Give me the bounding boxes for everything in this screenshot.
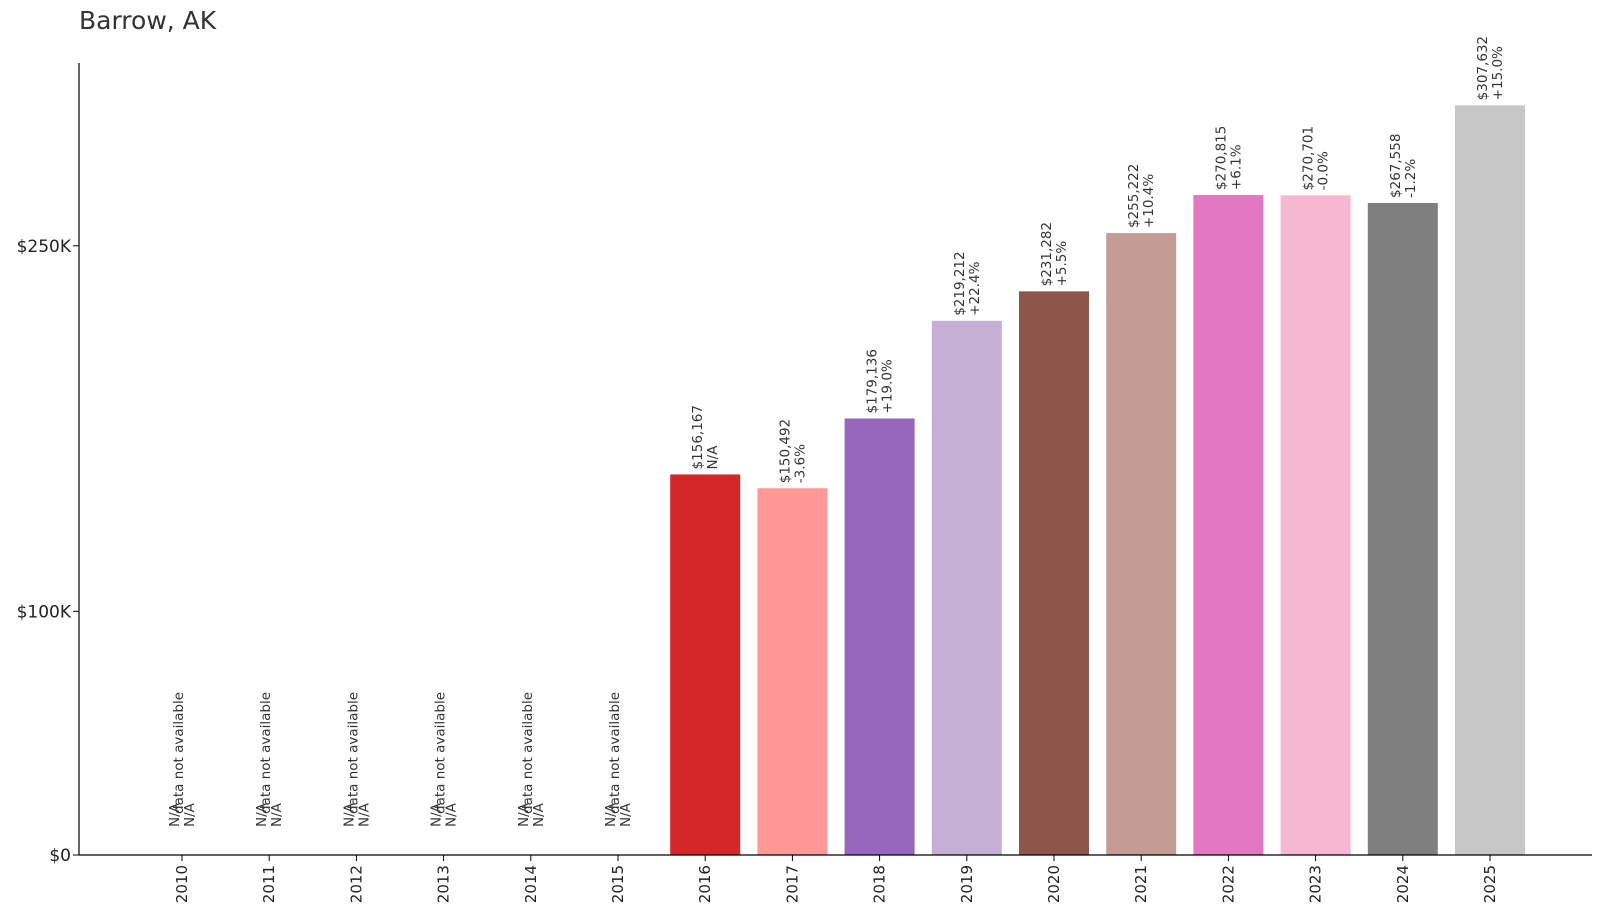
data-label-change: N/A [182, 802, 198, 827]
data-label-change: +22.4% [967, 261, 983, 315]
x-tick-label: 2025 [1481, 865, 1499, 903]
x-tick-label: 2010 [173, 865, 191, 903]
bar-2016 [670, 474, 741, 855]
x-tick-label: 2016 [696, 865, 714, 903]
data-label-missing: data not available [171, 692, 187, 814]
data-label-change: -1.2% [1403, 159, 1419, 198]
data-label-change: +6.1% [1228, 144, 1244, 190]
x-tick-label: 2011 [260, 865, 278, 903]
data-label-value: $255,222 [1126, 164, 1142, 228]
data-label-value: $156,167 [690, 405, 706, 469]
x-tick-label: 2024 [1394, 865, 1412, 903]
data-label-value: N/A [429, 802, 445, 827]
data-label-value: $219,212 [952, 251, 968, 315]
bar-2018 [844, 418, 915, 855]
data-label-change: N/A [356, 802, 372, 827]
x-tick-label: 2020 [1045, 865, 1063, 903]
y-tick-label: $0 [49, 846, 71, 866]
data-label-change: N/A [705, 445, 721, 470]
data-label-value: $267,558 [1388, 134, 1404, 198]
data-label-missing: data not available [607, 692, 623, 814]
x-tick-label: 2017 [783, 865, 801, 903]
data-label-change: +10.4% [1141, 174, 1157, 228]
x-tick-label: 2013 [435, 865, 453, 903]
x-tick-label: 2022 [1219, 865, 1237, 903]
y-tick-label: $100K [17, 602, 72, 622]
chart-title: Barrow, AK [79, 6, 217, 35]
bar-2017 [757, 488, 828, 855]
bar-2022 [1193, 195, 1264, 855]
data-label-value: N/A [603, 802, 619, 827]
data-label-change: N/A [444, 802, 460, 827]
data-label-value: $179,136 [865, 349, 881, 413]
x-tick-label: 2021 [1132, 865, 1150, 903]
bar-2025 [1455, 105, 1525, 856]
bar-2023 [1280, 195, 1351, 855]
data-label-value: N/A [254, 802, 270, 827]
data-label-value: $270,701 [1301, 126, 1317, 190]
data-label-value: N/A [516, 802, 532, 827]
data-label-change: +15.0% [1490, 46, 1506, 100]
data-label-missing: data not available [433, 692, 449, 814]
data-label-change: N/A [618, 802, 634, 827]
data-label-missing: data not available [258, 692, 274, 814]
bar-2024 [1367, 202, 1438, 855]
data-label-value: $231,282 [1039, 222, 1055, 286]
x-tick-label: 2018 [871, 865, 889, 903]
bar-2020 [1019, 291, 1089, 855]
bar-2021 [1106, 233, 1177, 855]
data-label-missing: data not available [520, 692, 536, 814]
data-label-value: N/A [167, 802, 183, 827]
data-label-missing: data not available [345, 692, 361, 814]
data-label-change: N/A [269, 802, 285, 827]
data-label-value: $150,492 [777, 419, 793, 483]
bar-2019 [931, 320, 1002, 855]
data-label-change: +19.0% [880, 359, 896, 413]
data-label-value: $270,815 [1213, 126, 1229, 190]
data-label-change: -3.6% [792, 444, 808, 483]
x-tick-label: 2015 [609, 865, 627, 903]
data-label-change: +5.5% [1054, 241, 1070, 287]
x-tick-label: 2019 [958, 865, 976, 903]
x-tick-label: 2014 [522, 865, 540, 903]
x-tick-label: 2012 [347, 865, 365, 903]
x-tick-label: 2023 [1307, 865, 1325, 903]
data-label-value: N/A [341, 802, 357, 827]
data-label-value: $307,632 [1475, 36, 1491, 100]
y-tick-label: $250K [17, 237, 72, 257]
data-label-change: -0.0% [1316, 151, 1332, 190]
data-label-change: N/A [531, 802, 547, 827]
